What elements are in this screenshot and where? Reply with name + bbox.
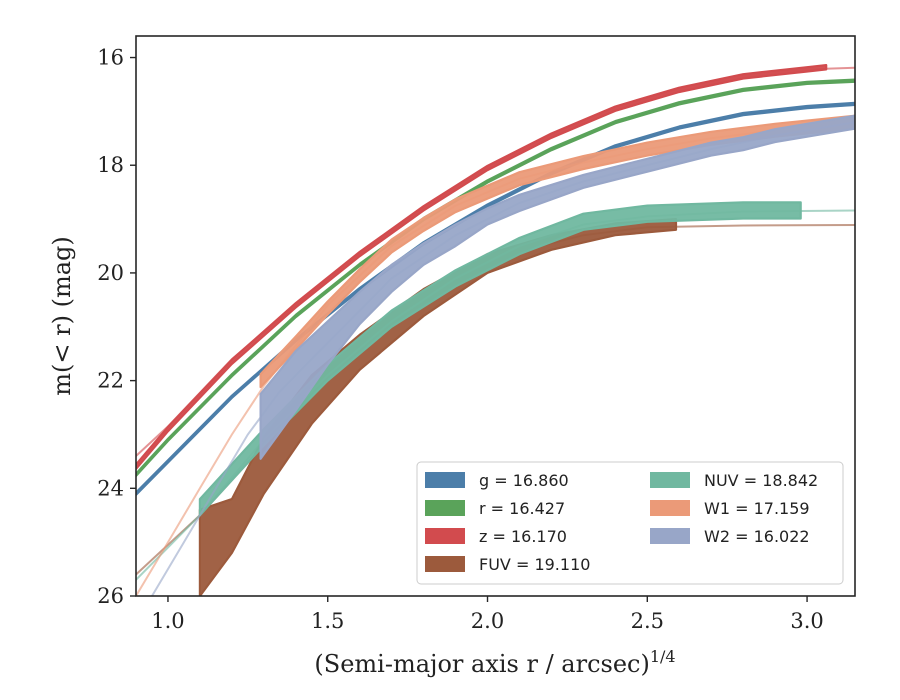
series-nuv (136, 201, 855, 581)
series-w2-band (259, 114, 855, 460)
legend: g = 16.860 r = 16.427 z = 16.170 FUV = 19.1… (416, 461, 844, 585)
y-tick-label: 24 (97, 476, 124, 500)
legend-swatch-r (425, 500, 465, 516)
series-nuv-band (198, 201, 802, 517)
legend-label-w1: W1 = 17.159 (704, 499, 810, 518)
x-tick-label: 1.0 (151, 609, 184, 633)
legend-swatch-fuv (425, 556, 465, 572)
y-tick-label: 16 (97, 46, 124, 70)
series-w1 (136, 114, 855, 596)
x-tick-label: 1.5 (311, 609, 344, 633)
legend-swatch-g (425, 472, 465, 488)
legend-label-fuv: FUV = 19.110 (479, 555, 590, 574)
y-tick-label: 26 (97, 584, 124, 608)
x-axis-title: (Semi-major axis r / arcsec)1/4 (314, 647, 675, 678)
x-tick-label: 2.0 (471, 609, 504, 633)
y-tick-label: 20 (97, 261, 124, 285)
ticks-layer: 1.0 1.5 2.0 2.5 3.0 16 18 20 22 24 26 (97, 46, 824, 633)
legend-label-w2: W2 = 16.022 (704, 527, 810, 546)
series-z (136, 63, 855, 470)
y-tick-label: 18 (97, 153, 124, 177)
y-tick-label: 22 (97, 369, 124, 393)
legend-swatch-w1 (650, 500, 690, 516)
series-w1-band (259, 114, 855, 389)
legend-label-z: z = 16.170 (479, 527, 567, 546)
legend-swatch-z (425, 528, 465, 544)
legend-swatch-w2 (650, 528, 690, 544)
plot-frame (135, 35, 856, 597)
series-layer (136, 63, 855, 596)
x-axis-title-text: (Semi-major axis r / arcsec) (314, 650, 649, 678)
x-axis-title-power: 1/4 (650, 647, 676, 666)
legend-label-r: r = 16.427 (479, 499, 565, 518)
x-tick-label: 2.5 (631, 609, 664, 633)
series-z-band (136, 63, 828, 470)
legend-box (416, 461, 844, 585)
series-w2 (151, 114, 855, 596)
legend-label-g: g = 16.860 (479, 471, 569, 490)
x-tick-label: 3.0 (790, 609, 823, 633)
legend-label-nuv: NUV = 18.842 (704, 471, 818, 490)
legend-swatch-nuv (650, 472, 690, 488)
y-axis-title: m(< r) (mag) (48, 236, 76, 395)
